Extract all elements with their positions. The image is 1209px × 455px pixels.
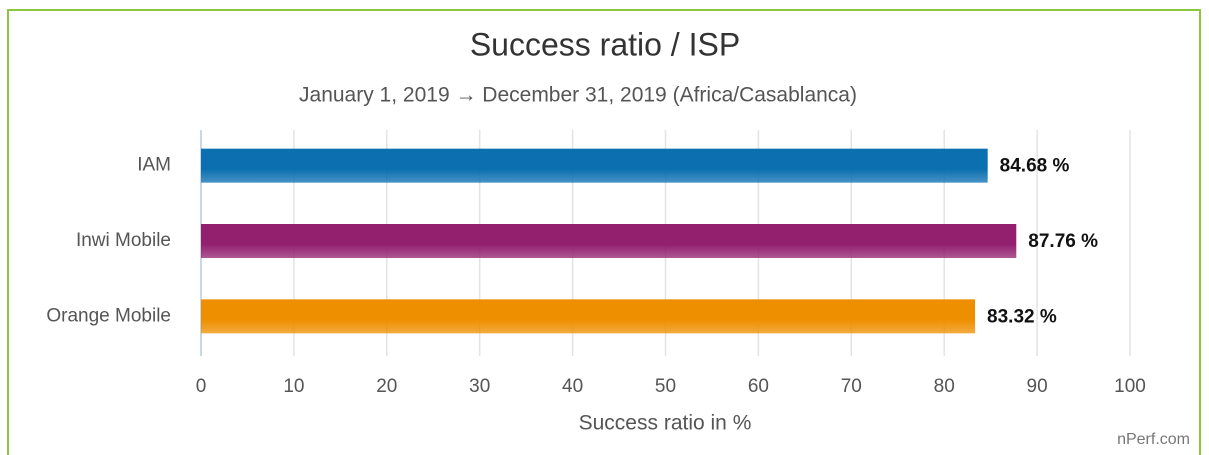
x-tick-label: 80 — [934, 376, 955, 397]
x-tick-label: 40 — [562, 376, 583, 397]
x-tick-label: 90 — [1027, 376, 1048, 397]
credit: nPerf.com — [1117, 431, 1190, 448]
data-label: 87.76 % — [1028, 231, 1098, 252]
y-tick-label: Inwi Mobile — [76, 230, 171, 251]
x-tick-label: 70 — [841, 376, 862, 397]
data-label: 83.32 % — [987, 306, 1057, 327]
x-tick-label: 0 — [196, 376, 207, 397]
frame — [7, 9, 1201, 455]
x-tick-label: 60 — [748, 376, 769, 397]
chart-title: Success ratio / ISP — [470, 26, 740, 62]
x-tick-label: 50 — [655, 376, 676, 397]
chart-subtitle: January 1, 2019 → December 31, 2019 (Afr… — [299, 84, 857, 107]
x-axis-label: Success ratio in % — [579, 412, 752, 435]
bar — [201, 224, 1017, 258]
bar — [201, 299, 976, 334]
x-tick-label: 10 — [283, 376, 304, 397]
bar — [201, 148, 988, 183]
x-tick-label: 30 — [469, 376, 490, 397]
data-label: 84.68 % — [1000, 156, 1070, 177]
y-tick-label: IAM — [137, 155, 171, 176]
x-tick-label: 20 — [376, 376, 397, 397]
y-tick-label: Orange Mobile — [46, 305, 171, 326]
x-tick-label: 100 — [1114, 376, 1146, 397]
